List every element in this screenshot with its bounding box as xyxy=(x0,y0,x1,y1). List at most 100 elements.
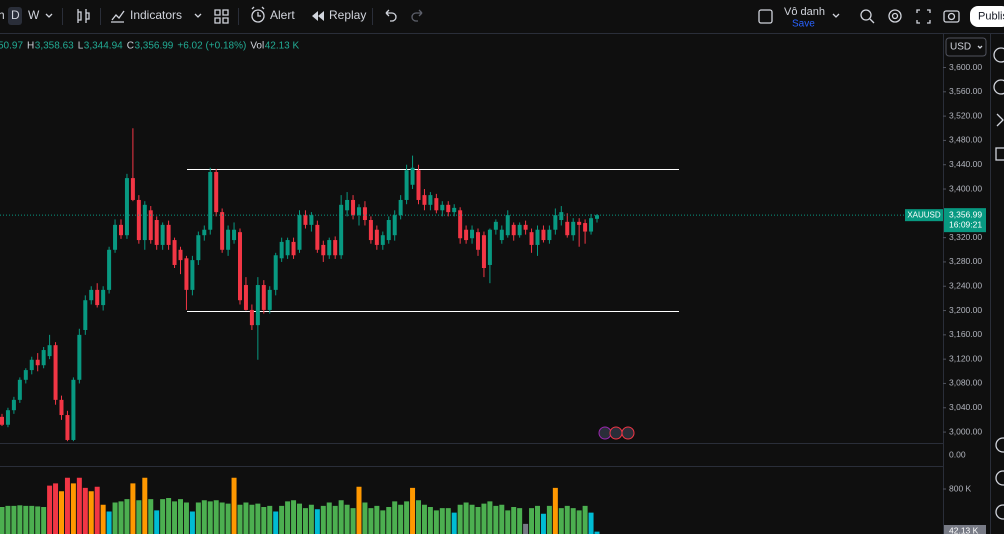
candle-body xyxy=(505,215,510,236)
volume-bar xyxy=(332,505,338,534)
volume-bar xyxy=(47,485,53,534)
candle-body xyxy=(529,232,534,245)
save-button[interactable]: Save xyxy=(792,19,815,30)
publish-label[interactable]: Publis xyxy=(978,10,1004,22)
candle-body xyxy=(83,300,88,330)
candle-body xyxy=(446,204,451,213)
volume-bar xyxy=(11,505,17,534)
volume-bar xyxy=(529,508,535,534)
volume-bar xyxy=(160,499,166,534)
volume-bar xyxy=(219,502,225,534)
candle-body xyxy=(53,345,58,400)
interval-button[interactable]: W xyxy=(28,8,40,22)
volume-bar xyxy=(487,501,493,534)
candle-body xyxy=(208,172,213,230)
interval-highlight xyxy=(8,7,22,25)
candle-body xyxy=(517,224,522,236)
publish-button[interactable] xyxy=(970,6,1004,27)
candle-body xyxy=(362,207,367,221)
candle-body xyxy=(499,229,504,241)
side-icon[interactable] xyxy=(995,437,1004,453)
side-icon[interactable] xyxy=(995,504,1004,520)
interval-button[interactable]: h xyxy=(0,8,5,22)
alert-icon[interactable] xyxy=(251,9,265,23)
interval-button[interactable]: D xyxy=(11,8,20,22)
candle-body xyxy=(303,215,308,225)
volume-bar xyxy=(380,510,386,534)
candle-body xyxy=(285,240,290,256)
candle-body xyxy=(214,172,219,213)
search-button[interactable] xyxy=(860,9,872,21)
volume-bar xyxy=(82,487,88,534)
templates-button[interactable] xyxy=(214,9,229,24)
volume-bar xyxy=(517,508,523,534)
event-marker[interactable] xyxy=(598,426,612,440)
event-marker[interactable] xyxy=(621,426,635,440)
volume-bar xyxy=(588,512,594,534)
indicators-dropdown[interactable] xyxy=(194,13,202,18)
volume-bar xyxy=(416,500,421,534)
candle-body xyxy=(178,249,183,261)
redo-button[interactable] xyxy=(411,9,423,22)
volume-bar xyxy=(59,491,64,534)
candle-body xyxy=(95,289,100,306)
snapshot-button[interactable] xyxy=(943,10,960,23)
replay-button[interactable]: Replay xyxy=(329,8,366,22)
volume-bar xyxy=(142,477,148,534)
candle-body xyxy=(267,289,272,310)
candle-body xyxy=(422,195,427,205)
volume-bar xyxy=(183,502,189,534)
candle-body xyxy=(511,224,516,236)
volume-bar xyxy=(558,508,564,534)
side-icon[interactable] xyxy=(993,79,1004,95)
undo-button[interactable] xyxy=(385,9,397,22)
candle-body xyxy=(559,212,564,221)
candle-body xyxy=(148,210,153,241)
candle-body xyxy=(487,229,492,265)
side-icon[interactable] xyxy=(993,47,1004,63)
candle-body xyxy=(196,235,201,261)
volume-bar xyxy=(195,502,201,534)
candle-body xyxy=(416,170,421,200)
fullscreen-button[interactable] xyxy=(916,9,931,24)
indicators-icon[interactable] xyxy=(111,10,125,23)
volume-bar xyxy=(285,501,291,534)
replay-icon[interactable] xyxy=(312,11,324,21)
volume-bar xyxy=(273,511,279,534)
interval-dropdown[interactable] xyxy=(45,13,53,18)
volume-bar xyxy=(570,508,576,534)
settings-center xyxy=(891,12,899,20)
volume-bar xyxy=(249,504,255,534)
candle-body xyxy=(452,207,457,213)
indicators-button[interactable]: Indicators xyxy=(130,8,182,22)
side-icon[interactable] xyxy=(996,113,1004,127)
volume-bar xyxy=(23,505,29,534)
candle-body xyxy=(119,224,123,236)
volume-bar xyxy=(166,498,172,534)
volume-bar xyxy=(172,501,178,534)
alert-button[interactable]: Alert xyxy=(270,8,295,22)
volume-bar xyxy=(0,507,5,534)
candle-body xyxy=(493,221,498,230)
volume-bar xyxy=(392,501,398,534)
side-icon[interactable] xyxy=(995,147,1004,161)
candle-body xyxy=(5,410,10,425)
y-tick-label: 3,400.00 xyxy=(949,183,982,193)
volume-last-label: 42.13 K xyxy=(949,525,979,534)
chart-type-button[interactable] xyxy=(77,9,90,23)
volume-bar xyxy=(41,507,47,534)
layout-dropdown[interactable] xyxy=(832,13,840,18)
volume-bar xyxy=(469,504,475,534)
select-checkbox[interactable] xyxy=(758,9,773,24)
candle-body xyxy=(315,224,320,250)
settings-button[interactable] xyxy=(888,9,902,23)
currency-label[interactable]: USD xyxy=(950,42,971,53)
currency-button[interactable] xyxy=(945,37,987,57)
layout-name[interactable]: Vô danh xyxy=(784,6,825,18)
volume-bar xyxy=(320,505,326,534)
side-icon[interactable] xyxy=(995,470,1004,486)
volume-bar xyxy=(499,504,505,534)
candle-body xyxy=(101,289,106,306)
event-marker[interactable] xyxy=(609,426,623,440)
